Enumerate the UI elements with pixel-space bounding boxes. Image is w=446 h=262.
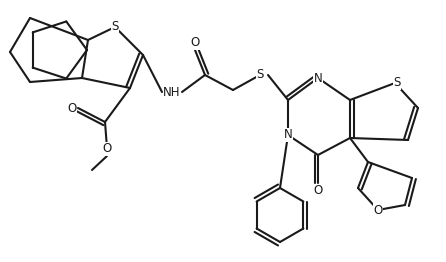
Text: S: S bbox=[256, 68, 264, 81]
Text: N: N bbox=[284, 128, 293, 141]
Text: O: O bbox=[103, 143, 112, 156]
Text: O: O bbox=[314, 184, 322, 198]
Text: O: O bbox=[190, 36, 200, 50]
Text: S: S bbox=[112, 20, 119, 34]
Text: S: S bbox=[393, 77, 401, 90]
Text: NH: NH bbox=[163, 85, 181, 99]
Text: N: N bbox=[314, 72, 322, 85]
Text: O: O bbox=[67, 101, 77, 114]
Text: O: O bbox=[373, 204, 383, 216]
